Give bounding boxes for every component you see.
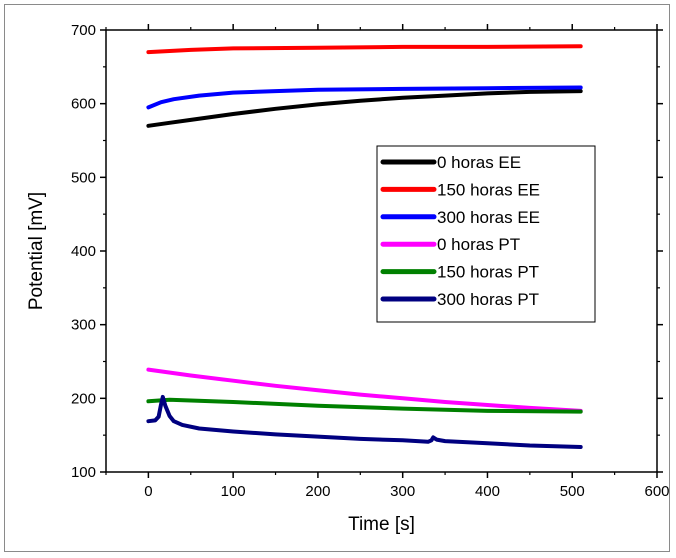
tick-layer: 0 100 200 300 400 500 600 100 200 300 400 500 600 700: [71, 22, 670, 500]
y-tick-label: 200: [71, 390, 96, 407]
legend-label-150-horas-ee: 150 horas EE: [437, 180, 540, 199]
legend-label-300-horas-ee: 300 horas EE: [437, 208, 540, 227]
legend-label-300-horas-pt: 300 horas PT: [437, 290, 539, 309]
legend-label-0-horas-pt: 0 horas PT: [437, 235, 520, 254]
y-tick-label: 100: [71, 464, 96, 481]
legend: 0 horas EE 150 horas EE 300 horas EE 0 hora…: [376, 145, 596, 323]
y-axis-title: Potential [mV]: [26, 192, 47, 310]
x-tick-label: 300: [390, 483, 415, 500]
y-tick-label: 600: [71, 96, 96, 113]
series-line-0-horas-ee: [146, 89, 583, 128]
y-tick-label: 300: [71, 317, 96, 334]
legend-label-150-horas-pt: 150 horas PT: [437, 263, 539, 282]
series-line-0-horas-pt: [146, 367, 583, 413]
series-layer: [146, 44, 583, 449]
x-tick-label: 500: [560, 483, 585, 500]
series-line-300-horas-ee: [146, 85, 583, 110]
x-tick-label: 600: [644, 483, 669, 500]
y-tick-label: 700: [71, 22, 96, 39]
x-tick-label: 200: [305, 483, 330, 500]
x-tick-label: 400: [475, 483, 500, 500]
legend-box: [376, 145, 596, 323]
y-tick-label: 500: [71, 169, 96, 186]
x-tick-label: 0: [144, 483, 152, 500]
series-line-150-horas-pt: [146, 397, 583, 414]
x-axis-title: Time [s]: [348, 514, 415, 535]
x-tick-label: 100: [221, 483, 246, 500]
series-line-150-horas-ee: [146, 44, 583, 55]
legend-label-0-horas-ee: 0 horas EE: [437, 153, 521, 172]
y-tick-label: 400: [71, 243, 96, 260]
series-line-300-horas-pt: [146, 394, 583, 449]
